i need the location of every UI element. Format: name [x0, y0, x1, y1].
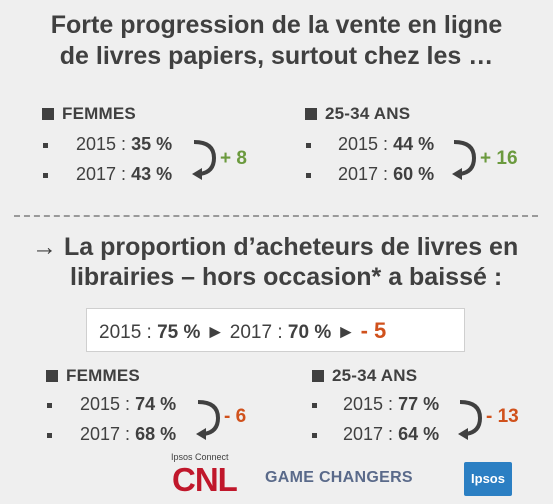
bullet-icon — [47, 403, 52, 408]
bottom-femmes-row-2015: 2015 : 74 % — [80, 394, 177, 414]
top-femmes-row-2015: 2015 : 35 % — [76, 134, 173, 154]
top-femmes-delta: + 8 — [220, 148, 247, 169]
right-arrow-icon: → — [32, 233, 57, 261]
bottom-age-row-2015: 2015 : 77 % — [343, 394, 440, 414]
curved-arrow-icon — [458, 400, 483, 440]
bullet-icon — [43, 173, 48, 178]
top-age-row-2017: 2017 : 60 % — [338, 164, 435, 184]
bullet-icon — [312, 403, 317, 408]
top-age-delta: + 16 — [480, 148, 518, 169]
headline-line-1: → La proportion d’acheteurs de livres en — [32, 233, 519, 261]
top-age-header: 25-34 ANS — [305, 104, 410, 124]
bottom-femmes-row-2017: 2017 : 68 % — [80, 424, 177, 444]
bottom-age-delta: - 13 — [486, 406, 519, 427]
bottom-femmes-delta: - 6 — [224, 406, 247, 427]
title-line-1: Forte progression de la vente en ligne — [50, 11, 503, 39]
curved-arrow-icon — [192, 140, 217, 180]
headline-line-2: librairies – hors occasion* a baissé : — [70, 263, 503, 291]
triangle-right-icon: ► — [205, 322, 225, 343]
bullet-icon — [43, 143, 48, 148]
curved-arrow-icon — [452, 140, 477, 180]
ipsos-logo: Ipsos — [464, 462, 512, 496]
bullet-icon — [47, 433, 52, 438]
curved-arrow-icon — [196, 400, 221, 440]
bottom-age-row-2017: 2017 : 64 % — [343, 424, 440, 444]
page-title: Forte progression de la vente en ligne d… — [0, 10, 553, 72]
cnl-logo: CNL — [172, 461, 238, 498]
square-bullet-icon — [305, 108, 317, 120]
bullet-icon — [312, 433, 317, 438]
overall-delta: - 5 — [360, 318, 387, 343]
dashed-divider — [14, 215, 538, 217]
bullet-icon — [306, 143, 311, 148]
top-femmes-row-2017: 2017 : 43 % — [76, 164, 173, 184]
overall-change-box: 2015 : 75 % ► 2017 : 70 % ► - 5 — [86, 308, 465, 352]
bullet-icon — [306, 173, 311, 178]
bottom-age-header: 25-34 ANS — [312, 366, 417, 386]
top-age-row-2015: 2015 : 44 % — [338, 134, 435, 154]
title-line-2: de livres papiers, surtout chez les … — [59, 42, 494, 70]
square-bullet-icon — [46, 370, 58, 382]
triangle-right-icon: ► — [336, 322, 356, 343]
ipsos-connect-label: Ipsos Connect — [171, 452, 229, 462]
bottom-femmes-header: FEMMES — [46, 366, 140, 386]
game-changers-label: GAME CHANGERS — [265, 469, 413, 486]
square-bullet-icon — [312, 370, 324, 382]
headline: → La proportion d’acheteurs de livres en… — [32, 232, 518, 292]
square-bullet-icon — [42, 108, 54, 120]
top-femmes-header: FEMMES — [42, 104, 136, 124]
